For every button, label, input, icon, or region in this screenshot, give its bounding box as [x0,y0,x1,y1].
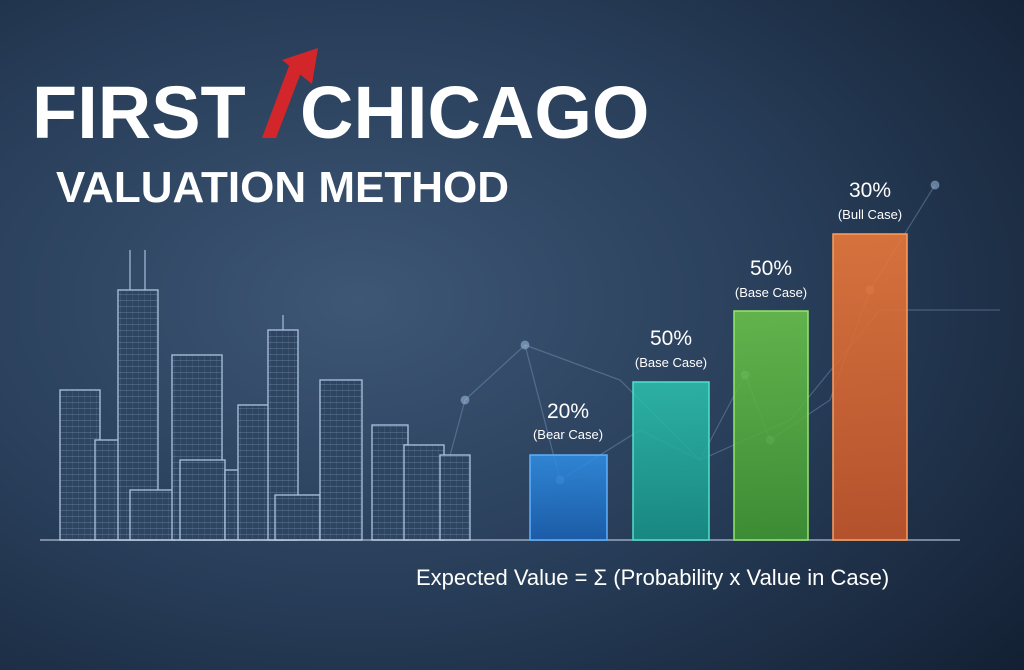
case-label: (Bull Case) [838,207,902,222]
skyline [59,250,471,541]
case-label: (Bear Case) [533,427,603,442]
base-bar [632,381,710,541]
base-bar [733,310,809,541]
brand-arrow [262,48,318,138]
probability: 30% [849,179,891,202]
subtitle: VALUATION METHOD [56,163,509,212]
probability: 50% [650,327,692,350]
brand-chicago: CHICAGO [300,71,649,154]
brand-first: FIRST [32,71,246,154]
case-bars [529,233,908,541]
case-label: (Base Case) [635,355,707,370]
formula: Expected Value = Σ (Probability x Value … [416,565,889,590]
probability: 50% [750,257,792,280]
case-label: (Base Case) [735,285,807,300]
bull-bar [832,233,908,541]
bear-bar [529,454,608,541]
probability: 20% [547,400,589,423]
